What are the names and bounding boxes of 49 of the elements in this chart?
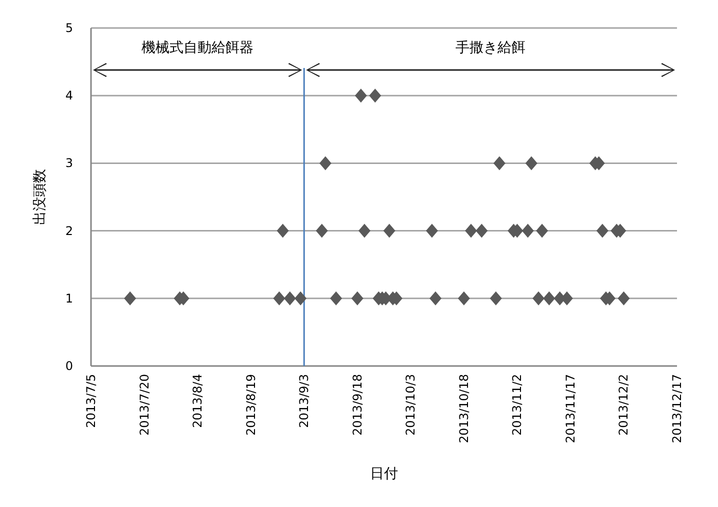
x-tick-label: 2013/8/4	[190, 374, 205, 428]
point	[536, 224, 548, 238]
point	[532, 291, 544, 306]
point	[465, 224, 478, 238]
point	[490, 291, 502, 306]
point	[426, 224, 438, 238]
annotation: 手撒き給餌	[456, 40, 526, 56]
point	[319, 156, 332, 170]
point	[273, 291, 286, 306]
point	[294, 291, 307, 306]
x-tick-label: 2013/11/2	[510, 374, 524, 436]
x-tick-label: 2013/10/18	[456, 374, 471, 444]
point	[351, 291, 364, 306]
point	[618, 291, 630, 306]
point	[358, 224, 370, 238]
point	[458, 291, 470, 306]
y-tick-label: 1	[65, 291, 73, 306]
point	[316, 224, 328, 238]
point	[354, 88, 367, 103]
x-tick-label: 2013/7/5	[84, 374, 98, 428]
x-tick-label: 2013/8/19	[244, 374, 258, 436]
point	[522, 224, 534, 238]
x-tick-label: 2013/9/18	[350, 374, 364, 436]
x-tick-label: 2013/9/3	[297, 374, 312, 428]
point	[276, 224, 289, 238]
point	[330, 291, 342, 306]
point	[525, 156, 538, 170]
x-tick-label: 2013/12/17	[670, 374, 684, 444]
y-tick-label: 0	[65, 359, 73, 373]
point	[124, 291, 136, 306]
x-tick-label: 2013/11/17	[563, 374, 578, 444]
x-axis-title: 日付	[370, 466, 398, 482]
point	[476, 224, 488, 238]
annotation: 機械式自動給餌器	[142, 40, 254, 56]
y-tick-label: 4	[65, 88, 73, 103]
point	[596, 224, 608, 238]
y-tick-label: 2	[65, 224, 73, 238]
point	[493, 156, 506, 170]
x-tick-label: 2013/10/3	[404, 374, 418, 436]
x-tick-label: 2013/7/20	[137, 374, 152, 436]
y-tick-label: 5	[65, 21, 73, 35]
y-axis-title: 出没頭数	[32, 169, 48, 225]
point	[429, 291, 442, 306]
point	[369, 88, 382, 103]
y-tick-label: 3	[65, 156, 73, 170]
x-tick-label: 2013/12/2	[616, 374, 631, 436]
point	[383, 224, 396, 238]
point	[284, 291, 296, 306]
point	[543, 291, 556, 306]
